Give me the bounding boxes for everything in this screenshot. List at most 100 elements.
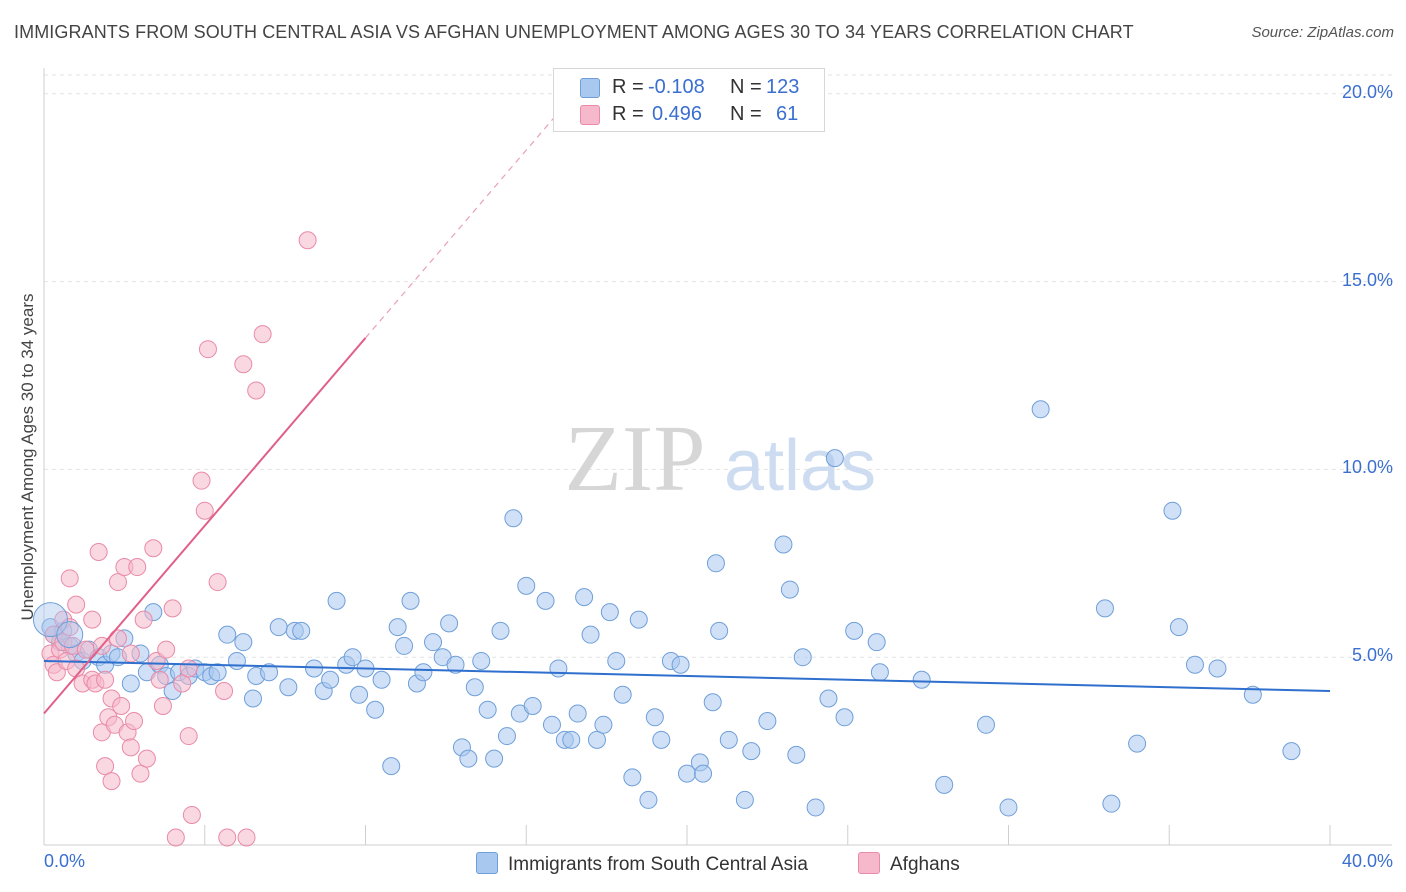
blue-point [424, 633, 443, 652]
pink-point [218, 828, 237, 847]
pink-point [198, 340, 217, 359]
watermark-zip: ZIP [565, 407, 706, 511]
pink-point [208, 573, 227, 592]
blue-point [867, 633, 886, 652]
legend-n-value: 123 [766, 76, 800, 98]
blue-point [459, 749, 478, 768]
pink-point [89, 543, 108, 562]
pink-trend-line [43, 337, 367, 715]
blue-point [414, 663, 433, 682]
blue-point [703, 693, 722, 712]
blue-point [575, 588, 594, 607]
legend-r-label: R = [612, 76, 644, 98]
correlation-legend: R = -0.108 N = 123 R = 0.496 N = 61 [553, 68, 825, 132]
grid-layer [43, 68, 1392, 846]
blue-point [613, 685, 632, 704]
bottom-legend-series2: Afghans [858, 852, 960, 876]
legend-r-value: -0.108 [648, 76, 705, 98]
pink-point [195, 501, 214, 520]
chart-title: IMMIGRANTS FROM SOUTH CENTRAL ASIA VS AF… [14, 22, 1134, 42]
blue-point [825, 449, 844, 468]
legend-r-value: 0.496 [652, 103, 703, 125]
pink-point [83, 610, 102, 629]
blue-point [350, 685, 369, 704]
blue-point [645, 708, 664, 727]
y-axis-label: Unemployment Among Ages 30 to 34 years [18, 293, 37, 621]
blue-point [671, 655, 690, 674]
pink-point [153, 697, 172, 716]
pink-point [234, 355, 253, 374]
blue-point [742, 742, 761, 761]
blue-point [401, 591, 420, 610]
pink-point [182, 805, 201, 824]
blue-point [806, 798, 825, 817]
blue-point [208, 663, 227, 682]
pink-point [121, 738, 140, 757]
blue-point [774, 535, 793, 554]
blue-point [694, 764, 713, 783]
legend-swatch-pink [580, 105, 600, 125]
blue-point [292, 621, 311, 640]
pink-point [215, 682, 234, 700]
blue-point [1243, 685, 1262, 704]
legend-r-label: R = [612, 103, 644, 125]
blue-point [491, 621, 510, 640]
blue-point [819, 689, 838, 708]
blue-point [1095, 599, 1114, 618]
legend-n-label: N = [730, 76, 762, 98]
blue-point [1163, 501, 1182, 520]
pink-point [96, 757, 115, 776]
pink-point [125, 712, 144, 731]
blue-point [485, 749, 504, 768]
y-tick-label: 5.0% [1351, 645, 1393, 666]
blue-point [1031, 400, 1050, 419]
legend-swatch-blue [580, 78, 600, 98]
blue-point [388, 618, 407, 637]
series2-label: Afghans [890, 854, 960, 875]
blue-point [758, 712, 777, 731]
pink-point [237, 828, 256, 847]
blue-point [976, 715, 995, 734]
blue-point [549, 659, 568, 678]
blue-point [581, 625, 600, 644]
blue-point [835, 708, 854, 727]
pink-point [134, 610, 153, 629]
blue-point-cluster [56, 621, 84, 649]
pink-point [192, 471, 211, 490]
blue-point [327, 591, 346, 610]
pink-point [157, 640, 176, 659]
pink-point [253, 325, 272, 344]
blue-point [446, 655, 465, 674]
blue-point [218, 625, 237, 644]
blue-point [395, 636, 414, 655]
blue-point [497, 727, 516, 746]
blue-point [568, 704, 587, 723]
blue-point [719, 730, 738, 749]
pink-point [108, 573, 127, 592]
blue-point [382, 757, 401, 776]
pink-point [102, 772, 121, 791]
blue-point [517, 576, 536, 595]
pink-trend-extension [365, 112, 559, 339]
blue-point [652, 730, 671, 749]
blue-point [343, 648, 362, 667]
pink-point [112, 697, 131, 716]
blue-point [366, 700, 385, 719]
blue-point [1208, 659, 1227, 678]
blue-point [607, 651, 626, 670]
pink-point [108, 629, 127, 648]
blue-point [793, 648, 812, 667]
legend-swatch-blue [476, 852, 498, 874]
y-tick-label: 15.0% [1341, 269, 1393, 290]
blue-point [478, 700, 497, 719]
blue-point [710, 621, 729, 640]
pink-point [247, 381, 266, 400]
y-tick-label: 20.0% [1341, 81, 1393, 102]
pink-point [179, 727, 198, 746]
blue-point [594, 715, 613, 734]
pink-point [67, 595, 86, 614]
blue-point [542, 715, 561, 734]
blue-point [305, 659, 324, 678]
pink-point [166, 828, 185, 847]
